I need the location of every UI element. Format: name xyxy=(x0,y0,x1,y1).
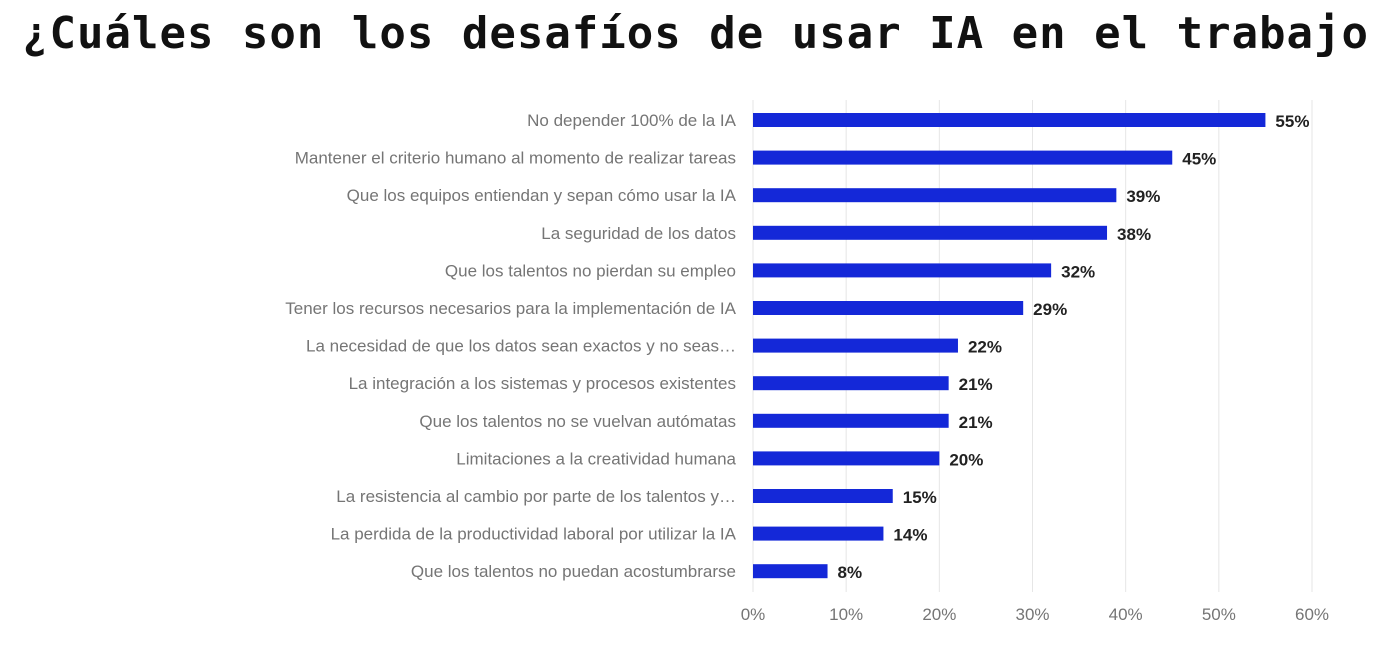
x-tick-label: 40% xyxy=(1109,605,1143,624)
data-label: 21% xyxy=(959,375,993,394)
bars xyxy=(753,113,1266,579)
category-label: La perdida de la productividad laboral p… xyxy=(331,525,737,544)
bar xyxy=(753,113,1266,127)
bar xyxy=(753,301,1024,315)
category-label: La resistencia al cambio por parte de lo… xyxy=(336,487,736,506)
x-tick-label: 0% xyxy=(741,605,766,624)
category-label: Que los equipos entiendan y sepan cómo u… xyxy=(347,186,737,205)
x-tick-label: 20% xyxy=(922,605,956,624)
category-labels: No depender 100% de la IA Mantener el cri… xyxy=(285,111,736,581)
category-label: Limitaciones a la creatividad humana xyxy=(456,449,736,468)
data-label: 38% xyxy=(1117,225,1151,244)
bar xyxy=(753,263,1052,278)
data-label: 20% xyxy=(949,450,983,469)
category-label: Tener los recursos necesarios para la im… xyxy=(285,299,736,318)
x-tick-label: 10% xyxy=(829,605,863,624)
data-label: 8% xyxy=(838,563,863,582)
data-label: 39% xyxy=(1126,187,1160,206)
category-label: La necesidad de que los datos sean exact… xyxy=(306,337,736,356)
category-label: La integración a los sistemas y procesos… xyxy=(349,374,736,393)
category-label: Que los talentos no se vuelvan autómatas xyxy=(419,412,736,431)
category-label: Que los talentos no puedan acostumbrarse xyxy=(411,562,736,581)
bar xyxy=(753,225,1108,240)
data-label: 15% xyxy=(903,488,937,507)
category-label: La seguridad de los datos xyxy=(541,224,736,243)
data-label: 22% xyxy=(968,338,1002,357)
data-label: 45% xyxy=(1182,150,1216,169)
bar xyxy=(753,376,949,391)
bar xyxy=(753,413,949,428)
bar xyxy=(753,150,1173,165)
value-labels: 55% 45% 39% 38% 32% 29% 22% 21% 21% 20% 15% 14% 8% xyxy=(838,112,1310,582)
x-tick-label: 60% xyxy=(1295,605,1329,624)
category-label: Que los talentos no pierdan su empleo xyxy=(445,261,736,280)
data-label: 21% xyxy=(959,413,993,432)
x-tick-label: 50% xyxy=(1202,605,1236,624)
x-axis-ticks: 0% 10% 20% 30% 40% 50% 60% xyxy=(741,605,1329,624)
data-label: 29% xyxy=(1033,300,1067,319)
bar xyxy=(753,489,893,503)
bar xyxy=(753,564,828,579)
bar xyxy=(753,188,1117,203)
x-tick-label: 30% xyxy=(1015,605,1049,624)
bar xyxy=(753,451,940,466)
bar xyxy=(753,338,958,353)
chart-title: ¿Cuáles son los desafíos de usar IA en e… xyxy=(22,8,1374,59)
bar xyxy=(753,526,884,541)
category-label: Mantener el criterio humano al momento d… xyxy=(295,149,736,168)
data-label: 32% xyxy=(1061,262,1095,281)
data-label: 14% xyxy=(893,526,927,545)
category-label: No depender 100% de la IA xyxy=(527,111,737,130)
data-label: 55% xyxy=(1275,112,1309,131)
